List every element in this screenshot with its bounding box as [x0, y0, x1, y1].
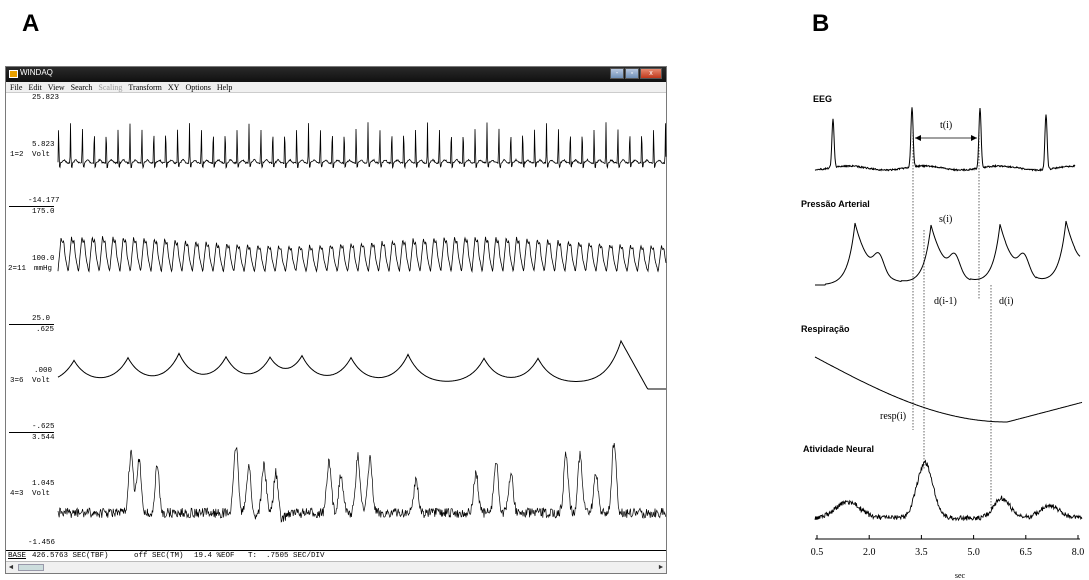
channel-1-bottom-scale: -14.177 [28, 197, 60, 205]
x-tick-label: 3.5 [915, 547, 928, 558]
x-tick-label: 2.0 [862, 547, 876, 558]
annotation-t-i: t(i) [940, 120, 953, 131]
channel-4-trace [57, 443, 667, 523]
channel-3-id: 3=6 [10, 377, 24, 385]
annotation-resp-i: resp(i) [880, 411, 907, 422]
scroll-left-icon[interactable]: ◄ [7, 564, 15, 571]
blood-pressure-trace [815, 220, 1081, 286]
channel-2-bottom-scale: 25.0 [32, 315, 51, 323]
status-bar: BASE 426.5763 SEC(TBF) off SEC(TM) 19.4 %EO… [6, 550, 666, 561]
menu-bar: File Edit View Search Scaling Transform … [6, 82, 666, 93]
maximize-button[interactable]: ▫ [625, 68, 639, 79]
menu-options[interactable]: Options [185, 83, 211, 92]
waveform-display[interactable]: 25.823 5.823 1=2 Volt -14.177 175.0 100.… [6, 93, 667, 551]
x-tick-label: 5.0 [967, 547, 980, 558]
channel-1-id: 1=2 [10, 151, 24, 159]
scroll-right-icon[interactable]: ► [657, 564, 665, 571]
windaq-traces [57, 122, 667, 523]
status-off: off SEC(TM) [134, 552, 184, 560]
title-bar[interactable]: WINDAQ - ▫ x [6, 67, 666, 82]
channel-3-mid-scale: .000 [34, 367, 53, 375]
status-tdiv: T: .7505 SEC/DIV [248, 552, 325, 560]
windaq-window: WINDAQ - ▫ x File Edit View Search Scali… [5, 66, 667, 574]
menu-xy[interactable]: XY [167, 83, 180, 92]
channel-4-bottom-scale: -1.456 [28, 539, 56, 547]
interval-arrowhead-right [971, 135, 977, 141]
respiration-trace [814, 356, 1083, 423]
window-controls: - ▫ x [610, 68, 662, 79]
menu-transform[interactable]: Transform [128, 83, 162, 92]
channel-4-mid-scale: 1.045 [32, 480, 55, 488]
menu-help[interactable]: Help [216, 83, 233, 92]
menu-file[interactable]: File [10, 83, 23, 92]
channel-4-unit: Volt [32, 490, 51, 498]
channel-divider [9, 324, 54, 325]
channel-2-top-scale: 175.0 [32, 208, 55, 216]
status-time: 426.5763 SEC(TBF) [32, 552, 109, 560]
close-button[interactable]: x [640, 68, 662, 79]
channel-2-id: 2=11 [8, 265, 27, 273]
eeg-title: EEG [813, 94, 833, 104]
channel-4-top-scale: 3.544 [32, 434, 55, 442]
annotation-s-i: s(i) [939, 214, 953, 225]
interval-arrowhead-left [915, 135, 921, 141]
menu-search[interactable]: Search [70, 83, 93, 92]
x-tick-label: 8.0 [1071, 547, 1085, 558]
eeg-trace [814, 107, 1076, 172]
menu-scaling: Scaling [98, 83, 123, 92]
minimize-button[interactable]: - [610, 68, 624, 79]
x-tick-label: 6.5 [1019, 547, 1033, 558]
status-eof: 19.4 %EOF [194, 552, 235, 560]
panel-label-b: B [812, 10, 830, 37]
annotation-d-i-minus-1: d(i-1) [934, 296, 957, 307]
channel-divider [9, 206, 54, 207]
windaq-app-icon [9, 70, 18, 78]
channel-1-trace [57, 122, 667, 170]
annotation-d-i: d(i) [999, 296, 1014, 307]
horizontal-scrollbar[interactable]: ◄ ► [6, 561, 666, 573]
channel-1-unit: Volt [32, 151, 51, 159]
status-base: BASE [8, 552, 27, 560]
channel-divider [9, 432, 54, 433]
x-axis-label: sec [954, 571, 966, 580]
channel-2-unit: mmHg [34, 265, 53, 273]
channel-3-trace [57, 339, 666, 390]
scroll-thumb[interactable] [18, 564, 44, 571]
channel-3-unit: Volt [32, 377, 51, 385]
menu-edit[interactable]: Edit [28, 83, 42, 92]
respiration-title: Respiração [801, 324, 850, 334]
x-axis-ticks [816, 535, 1079, 539]
neural-activity-title: Atividade Neural [803, 444, 875, 454]
x-tick-label: 0.5 [810, 547, 824, 558]
channel-2-trace [57, 236, 667, 273]
menu-view[interactable]: View [47, 83, 65, 92]
window-title: WINDAQ [20, 68, 53, 77]
channel-4-id: 4=3 [10, 490, 24, 498]
channel-1-top-scale: 25.823 [32, 94, 60, 102]
blood-pressure-title: Pressão Arterial [801, 199, 870, 209]
neural-activity-trace [814, 459, 1083, 522]
channel-1-mid-scale: 5.823 [32, 141, 55, 149]
channel-2-mid-scale: 100.0 [32, 255, 55, 263]
channel-3-top-scale: .625 [36, 326, 55, 334]
panel-label-a: A [22, 10, 40, 37]
channel-3-bottom-scale: -.625 [32, 423, 55, 431]
